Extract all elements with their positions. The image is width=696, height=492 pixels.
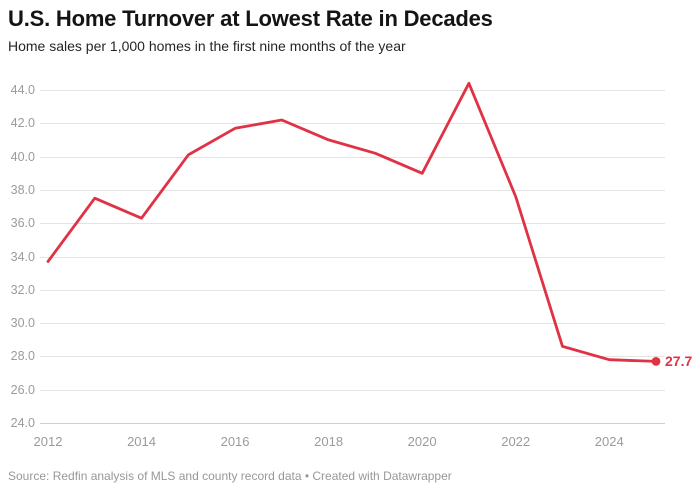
y-tick-label: 34.0	[10, 249, 35, 264]
y-tick-label: 24.0	[10, 416, 35, 430]
gridline	[40, 189, 665, 191]
y-tick-label: 28.0	[10, 349, 35, 364]
x-tick-label: 2022	[501, 434, 531, 449]
gridline	[40, 323, 665, 325]
gridline	[40, 90, 665, 91]
gridline	[40, 389, 665, 391]
x-tick-label: 2016	[220, 434, 250, 449]
x-tick-label: 2024	[594, 434, 624, 449]
x-tick-label: 2020	[407, 434, 437, 449]
gridline	[40, 289, 665, 291]
y-tick-label: 40.0	[10, 149, 35, 164]
gridline	[40, 256, 665, 258]
gridline	[40, 123, 665, 125]
x-tick-label: 2018	[314, 434, 344, 449]
y-tick-label: 30.0	[10, 316, 35, 331]
gridline	[40, 423, 665, 424]
series-end-label: 27.7	[665, 353, 693, 370]
gridline	[40, 223, 665, 225]
series-end-dot	[651, 357, 661, 366]
y-tick-label: 38.0	[10, 182, 35, 197]
y-tick-label: 36.0	[10, 216, 35, 231]
chart-title: U.S. Home Turnover at Lowest Rate in Dec…	[8, 6, 493, 31]
y-tick-label: 26.0	[10, 382, 35, 397]
y-tick-label: 44.0	[10, 83, 35, 97]
x-tick-label: 2014	[127, 434, 156, 449]
gridline	[40, 156, 665, 158]
gridline	[40, 356, 665, 358]
y-tick-label: 42.0	[10, 116, 35, 131]
chart-subtitle: Home sales per 1,000 homes in the first …	[8, 38, 406, 54]
chart-source: Source: Redfin analysis of MLS and count…	[8, 469, 452, 483]
x-tick-label: 2012	[33, 434, 63, 449]
y-tick-label: 32.0	[10, 282, 35, 297]
